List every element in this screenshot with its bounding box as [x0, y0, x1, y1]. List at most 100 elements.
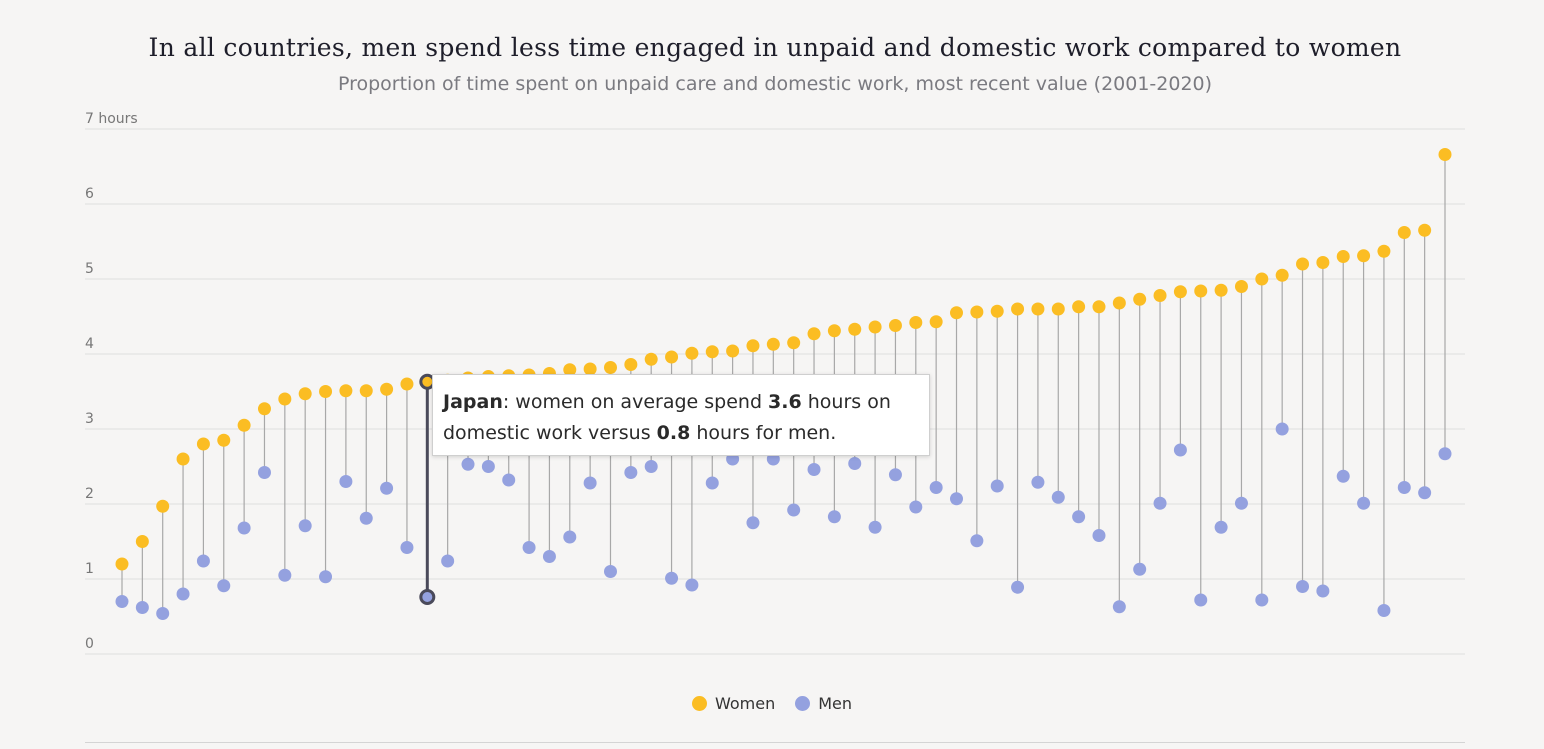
- men-point[interactable]: [705, 476, 719, 490]
- women-point[interactable]: [583, 362, 597, 376]
- men-point[interactable]: [787, 503, 801, 517]
- women-point[interactable]: [950, 306, 964, 320]
- men-point[interactable]: [339, 475, 353, 488]
- men-point[interactable]: [1357, 496, 1371, 510]
- women-point[interactable]: [726, 344, 740, 358]
- women-point[interactable]: [1112, 296, 1126, 310]
- women-point[interactable]: [909, 316, 923, 329]
- men-point[interactable]: [685, 578, 699, 592]
- men-point[interactable]: [1336, 469, 1350, 483]
- men-point[interactable]: [380, 481, 394, 495]
- men-point[interactable]: [1316, 584, 1330, 598]
- women-point[interactable]: [787, 336, 801, 350]
- women-point[interactable]: [1316, 256, 1330, 269]
- men-point[interactable]: [929, 481, 943, 494]
- women-point[interactable]: [665, 350, 679, 364]
- men-point[interactable]: [644, 460, 658, 473]
- women-point[interactable]: [1051, 302, 1065, 316]
- women-point[interactable]: [1438, 148, 1452, 161]
- men-point[interactable]: [196, 554, 210, 568]
- men-point[interactable]: [909, 500, 923, 514]
- women-point[interactable]: [603, 361, 617, 374]
- men-point[interactable]: [1194, 593, 1208, 607]
- men-point[interactable]: [400, 541, 414, 554]
- women-point[interactable]: [868, 320, 882, 334]
- women-point[interactable]: [929, 315, 943, 329]
- women-point[interactable]: [746, 339, 760, 353]
- men-point[interactable]: [1397, 481, 1411, 494]
- women-point[interactable]: [624, 358, 638, 371]
- men-point[interactable]: [665, 571, 679, 585]
- women-point[interactable]: [1357, 249, 1371, 263]
- legend-item-men[interactable]: Men: [795, 694, 852, 713]
- women-point[interactable]: [1092, 300, 1106, 314]
- men-point[interactable]: [135, 601, 149, 614]
- men-point[interactable]: [502, 473, 516, 487]
- men-point[interactable]: [176, 587, 190, 601]
- men-point[interactable]: [1275, 422, 1289, 436]
- men-point[interactable]: [603, 565, 617, 578]
- women-point[interactable]: [1173, 285, 1187, 299]
- women-point[interactable]: [380, 382, 394, 396]
- men-point[interactable]: [990, 479, 1004, 493]
- men-point[interactable]: [1051, 490, 1065, 504]
- men-point[interactable]: [868, 520, 882, 534]
- women-point[interactable]: [1011, 302, 1025, 316]
- women-point[interactable]: [319, 385, 333, 398]
- women-point[interactable]: [1275, 268, 1289, 282]
- women-point[interactable]: [1153, 289, 1167, 302]
- men-point[interactable]: [1153, 496, 1167, 510]
- men-point[interactable]: [1234, 496, 1248, 510]
- women-point[interactable]: [1214, 283, 1228, 297]
- women-point[interactable]: [257, 402, 271, 416]
- men-point[interactable]: [1173, 443, 1187, 457]
- women-point[interactable]: [115, 557, 129, 571]
- men-point[interactable]: [319, 570, 333, 584]
- women-point[interactable]: [196, 437, 210, 451]
- men-point[interactable]: [807, 463, 821, 476]
- women-point[interactable]: [644, 352, 658, 366]
- men-point[interactable]: [1296, 580, 1310, 593]
- men-point[interactable]: [1031, 475, 1045, 489]
- women-point[interactable]: [359, 384, 373, 398]
- men-point[interactable]: [278, 568, 292, 582]
- men-point[interactable]: [563, 530, 577, 544]
- women-point[interactable]: [1296, 257, 1310, 271]
- legend-item-women[interactable]: Women: [691, 694, 775, 713]
- women-point[interactable]: [685, 346, 699, 360]
- women-point[interactable]: [176, 452, 190, 466]
- women-point[interactable]: [135, 535, 149, 548]
- women-point[interactable]: [705, 345, 719, 359]
- men-point[interactable]: [1214, 520, 1228, 534]
- women-point[interactable]: [563, 363, 577, 377]
- men-point[interactable]: [746, 516, 760, 530]
- women-point[interactable]: [807, 327, 821, 341]
- women-point[interactable]: [1194, 284, 1208, 298]
- men-point[interactable]: [1092, 529, 1106, 542]
- men-point[interactable]: [522, 541, 536, 554]
- men-point[interactable]: [1418, 486, 1432, 500]
- women-point[interactable]: [1418, 223, 1432, 237]
- women-point[interactable]: [278, 392, 292, 406]
- men-point[interactable]: [359, 511, 373, 525]
- men-point[interactable]: [217, 579, 231, 593]
- women-point[interactable]: [400, 377, 414, 391]
- women-point[interactable]: [848, 322, 862, 336]
- men-point[interactable]: [542, 550, 556, 563]
- men-point[interactable]: [1112, 600, 1126, 614]
- men-point[interactable]: [441, 554, 455, 568]
- women-point[interactable]: [1234, 280, 1248, 293]
- women-point[interactable]: [1336, 250, 1350, 263]
- men-point[interactable]: [257, 466, 271, 479]
- women-point[interactable]: [237, 418, 251, 432]
- men-point[interactable]: [156, 607, 170, 620]
- men-point[interactable]: [461, 457, 475, 471]
- women-point[interactable]: [1133, 292, 1147, 306]
- men-point[interactable]: [1133, 562, 1147, 576]
- men-point[interactable]: [115, 595, 129, 608]
- men-point[interactable]: [237, 521, 251, 535]
- women-point[interactable]: [827, 324, 841, 338]
- women-point[interactable]: [156, 499, 170, 513]
- women-point[interactable]: [339, 384, 353, 398]
- men-point[interactable]: [624, 466, 638, 479]
